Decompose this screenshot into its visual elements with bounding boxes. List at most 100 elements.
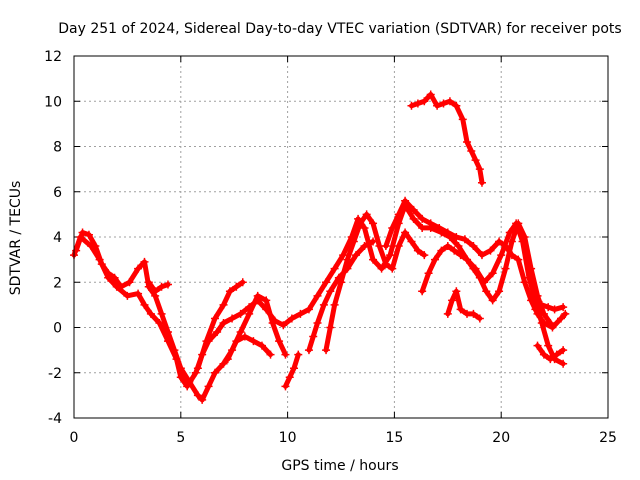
data-point-marker <box>458 115 467 124</box>
data-point-marker <box>475 273 484 282</box>
data-point-marker <box>456 305 465 314</box>
data-point-marker <box>381 242 390 251</box>
data-point-marker <box>104 269 113 278</box>
data-point-marker <box>546 355 555 364</box>
data-point-marker <box>407 237 416 246</box>
data-point-marker <box>84 230 93 239</box>
data-point-marker <box>176 364 185 373</box>
data-point-marker <box>193 364 202 373</box>
data-point-marker <box>339 251 348 260</box>
data-point-marker <box>501 264 510 273</box>
data-point-marker <box>407 101 416 110</box>
data-point-marker <box>275 337 284 346</box>
y-axis-label: SDTVAR / TECUs <box>8 181 24 296</box>
y-tick-label: 10 <box>44 94 62 110</box>
chart-title: Day 251 of 2024, Sidereal Day-to-day VTE… <box>58 21 621 37</box>
data-point-marker <box>140 257 149 266</box>
data-point-marker <box>418 214 427 223</box>
data-point-marker <box>360 242 369 251</box>
data-point-marker <box>330 264 339 273</box>
data-point-marker <box>463 137 472 146</box>
data-point-marker <box>232 282 241 291</box>
data-point-marker <box>377 264 386 273</box>
series-trace-a <box>71 202 566 389</box>
y-tick-label: -2 <box>48 366 62 382</box>
data-point-marker <box>460 235 469 244</box>
data-point-marker <box>322 346 331 355</box>
data-point-marker <box>443 228 452 237</box>
y-tick-label: 8 <box>53 140 62 156</box>
y-tick-label: 0 <box>53 321 62 337</box>
data-point-marker <box>443 242 452 251</box>
data-point-marker <box>533 341 542 350</box>
data-point-marker <box>439 99 448 108</box>
data-point-marker <box>219 300 228 309</box>
data-point-marker <box>413 99 422 108</box>
data-point-marker <box>285 373 294 382</box>
data-point-marker <box>313 318 322 327</box>
data-point-marker <box>110 273 119 282</box>
data-point-marker <box>228 314 237 323</box>
data-point-marker <box>544 341 553 350</box>
data-point-marker <box>486 246 495 255</box>
data-point-marker <box>418 223 427 232</box>
data-point-marker <box>550 305 559 314</box>
data-point-marker <box>290 364 299 373</box>
data-point-marker <box>454 242 463 251</box>
data-point-marker <box>266 350 275 359</box>
data-point-marker <box>213 328 222 337</box>
data-point-marker <box>304 346 313 355</box>
data-point-marker <box>520 278 529 287</box>
data-point-marker <box>176 373 185 382</box>
data-point-marker <box>456 251 465 260</box>
data-point-marker <box>294 350 303 359</box>
x-tick-label: 0 <box>70 430 79 446</box>
data-point-marker <box>322 278 331 287</box>
data-point-marker <box>326 323 335 332</box>
data-point-marker <box>279 321 288 330</box>
data-point-marker <box>219 318 228 327</box>
data-point-marker <box>394 210 403 219</box>
data-point-marker <box>505 228 514 237</box>
data-point-marker <box>477 178 486 187</box>
data-point-marker <box>394 242 403 251</box>
data-point-marker <box>520 233 529 241</box>
data-point-marker <box>238 278 247 287</box>
data-point-marker <box>539 350 548 359</box>
data-point-marker <box>125 278 134 287</box>
series-trace-n <box>409 92 485 186</box>
data-point-marker <box>401 196 410 205</box>
data-point-marker <box>369 219 378 228</box>
data-point-marker <box>313 291 322 300</box>
data-point-marker <box>236 328 245 337</box>
data-point-marker <box>343 255 352 264</box>
data-point-marker <box>262 296 271 305</box>
data-point-marker <box>424 269 433 278</box>
data-point-marker <box>433 101 442 110</box>
data-point-marker <box>232 337 241 346</box>
data-point-marker <box>443 309 452 318</box>
data-point-marker <box>202 337 211 346</box>
data-point-marker <box>362 210 371 219</box>
data-point-marker <box>527 264 536 273</box>
data-point-marker <box>552 350 561 359</box>
data-point-marker <box>450 246 459 255</box>
data-point-marker <box>501 242 510 251</box>
data-point-marker <box>151 287 160 296</box>
data-point-marker <box>548 323 557 332</box>
data-point-marker <box>191 368 200 377</box>
data-point-marker <box>557 314 566 323</box>
data-point-marker <box>514 255 523 264</box>
data-point-marker <box>268 318 277 327</box>
data-point-marker <box>418 287 427 296</box>
data-point-marker <box>91 242 100 251</box>
data-point-marker <box>430 255 439 264</box>
data-point-marker <box>155 318 164 327</box>
data-point-marker <box>337 278 345 287</box>
data-point-marker <box>475 314 484 323</box>
data-point-marker <box>495 287 504 296</box>
data-point-marker <box>330 300 339 309</box>
data-point-marker <box>448 296 457 305</box>
data-point-marker <box>388 264 397 273</box>
series-trace-f <box>283 352 301 389</box>
